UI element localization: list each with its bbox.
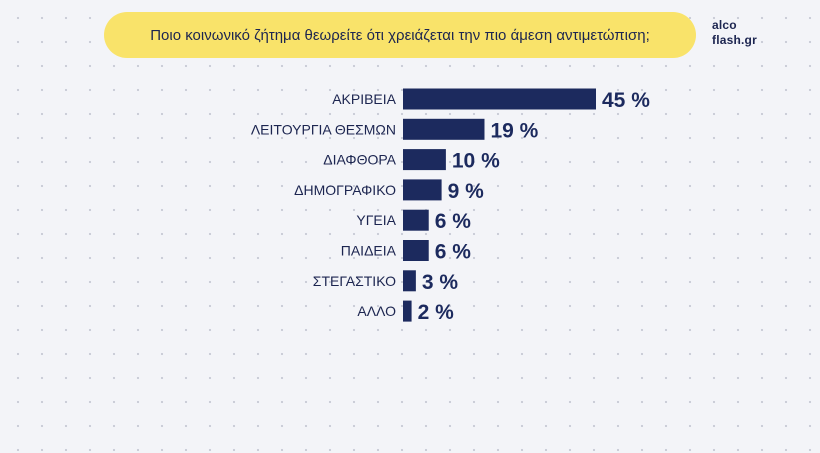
category-label: ΛΕΙΤΟΥΡΓΙΑ ΘΕΣΜΩΝ — [251, 121, 396, 137]
bar — [403, 209, 429, 231]
category-label: ΑΛΛΟ — [357, 303, 396, 319]
category-label: ΔΙΑΦΘΟΡΑ — [323, 152, 396, 168]
alco-flash-logo: alco flash.gr — [712, 18, 782, 58]
bar — [403, 270, 416, 292]
category-label: ΔΗΜΟΓΡΑΦΙΚΟ — [294, 182, 396, 198]
bar — [403, 240, 429, 261]
bar — [403, 149, 446, 171]
category-label: ΥΓΕΙΑ — [356, 212, 396, 228]
value-label: 2 % — [418, 301, 455, 324]
category-label: ΑΚΡΙΒΕΙΑ — [332, 91, 396, 107]
bar — [403, 88, 596, 110]
value-label: 6 % — [435, 241, 472, 264]
chart-title: Ποιο κοινωνικό ζήτημα θεωρείτε ότι χρειά… — [150, 26, 650, 44]
bar — [403, 300, 412, 322]
category-label: ΠΑΙΔΕΙΑ — [341, 243, 397, 259]
bar — [403, 179, 442, 201]
category-label: ΣΤΕΓΑΣΤΙΚΟ — [313, 273, 396, 289]
question-banner: Ποιο κοινωνικό ζήτημα θεωρείτε ότι χρειά… — [104, 12, 696, 58]
value-label: 45 % — [602, 89, 650, 112]
logo-line-2: flash.gr — [712, 33, 757, 47]
value-label: 10 % — [452, 150, 500, 173]
value-label: 3 % — [422, 271, 459, 294]
value-label: 9 % — [448, 180, 485, 203]
value-label: 6 % — [435, 210, 472, 233]
value-label: 19 % — [490, 119, 538, 142]
logo-line-1: alco — [712, 18, 737, 32]
bar — [403, 118, 485, 140]
